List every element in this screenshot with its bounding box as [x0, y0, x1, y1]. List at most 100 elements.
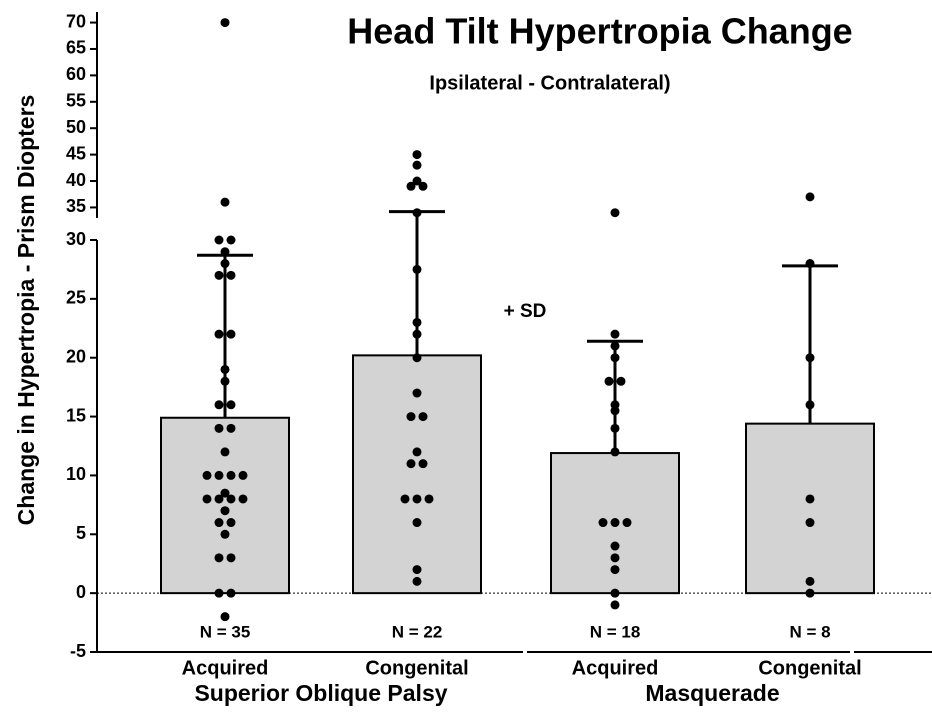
data-point: [226, 235, 236, 245]
data-point: [214, 423, 224, 433]
data-point: [604, 376, 614, 386]
data-point: [412, 208, 422, 218]
data-point: [226, 470, 236, 480]
chart-title: Head Tilt Hypertropia Change: [347, 11, 852, 52]
data-point: [610, 406, 620, 416]
y-tick-label: 20: [66, 346, 86, 366]
data-point: [412, 576, 422, 586]
n-label: N = 18: [590, 622, 641, 641]
data-point: [226, 588, 236, 598]
data-point: [226, 553, 236, 563]
data-point: [610, 341, 620, 351]
data-point: [418, 459, 428, 469]
data-point: [805, 494, 815, 504]
data-point: [226, 329, 236, 339]
data-point: [412, 150, 422, 160]
data-point: [214, 553, 224, 563]
data-point: [412, 565, 422, 575]
data-point: [610, 353, 620, 363]
data-point: [214, 518, 224, 528]
y-tick-label: 5: [76, 523, 86, 543]
data-point: [220, 376, 230, 386]
y-tick-label: 40: [66, 170, 86, 190]
data-point: [412, 494, 422, 504]
data-point: [805, 259, 815, 269]
data-point: [412, 447, 422, 457]
data-point: [226, 423, 236, 433]
data-point: [226, 400, 236, 410]
data-point: [202, 470, 212, 480]
data-point: [805, 400, 815, 410]
y-tick-label: 70: [66, 11, 86, 31]
data-point: [598, 518, 608, 528]
data-point: [214, 400, 224, 410]
data-point: [805, 353, 815, 363]
data-point: [610, 541, 620, 551]
data-point: [220, 529, 230, 539]
data-point: [610, 553, 620, 563]
data-point: [214, 494, 224, 504]
data-point: [214, 470, 224, 480]
y-tick-label: 0: [76, 582, 86, 602]
data-point: [412, 264, 422, 274]
x-tick-label: Congenital: [365, 657, 468, 679]
data-point: [214, 270, 224, 280]
data-point: [406, 459, 416, 469]
n-label: N = 8: [789, 622, 830, 641]
data-point: [238, 494, 248, 504]
data-point: [220, 506, 230, 516]
data-point: [214, 329, 224, 339]
data-point: [412, 160, 422, 170]
data-point: [214, 588, 224, 598]
y-tick-label: 45: [66, 143, 86, 163]
data-point: [805, 576, 815, 586]
n-label: N = 22: [392, 622, 443, 641]
data-point: [220, 18, 230, 28]
data-point: [610, 600, 620, 610]
y-tick-label: 25: [66, 288, 86, 308]
data-point: [406, 412, 416, 422]
y-tick-label: 55: [66, 91, 86, 111]
y-tick-label: 50: [66, 117, 86, 137]
group-label: Superior Oblique Palsy: [194, 680, 447, 706]
data-point: [805, 192, 815, 202]
y-tick-label: 65: [66, 38, 86, 58]
data-point: [412, 353, 422, 363]
data-point: [418, 412, 428, 422]
data-point: [406, 181, 416, 191]
data-point: [610, 423, 620, 433]
group-label: Masquerade: [645, 680, 779, 706]
x-tick-label: Congenital: [758, 657, 861, 679]
data-point: [220, 197, 230, 207]
data-point: [220, 364, 230, 374]
y-tick-label: -5: [70, 641, 86, 661]
data-point: [400, 494, 410, 504]
data-point: [418, 181, 428, 191]
n-label: N = 35: [200, 622, 251, 641]
data-point: [238, 470, 248, 480]
y-tick-label: 10: [66, 464, 86, 484]
data-point: [424, 494, 434, 504]
data-point: [226, 494, 236, 504]
data-point: [610, 208, 620, 218]
data-point: [616, 376, 626, 386]
data-point: [622, 518, 632, 528]
data-point: [220, 247, 230, 257]
y-tick-label: 30: [66, 229, 86, 249]
chart-subtitle: Ipsilateral - Contralateral): [429, 72, 670, 94]
data-point: [805, 588, 815, 598]
data-point: [412, 329, 422, 339]
data-point: [610, 329, 620, 339]
data-point: [412, 388, 422, 398]
data-point: [202, 494, 212, 504]
data-point: [412, 518, 422, 528]
annotation: + SD: [504, 301, 547, 322]
data-point: [610, 565, 620, 575]
x-tick-label: Acquired: [182, 657, 269, 679]
data-point: [214, 235, 224, 245]
data-point: [226, 518, 236, 528]
y-tick-label: 35: [66, 196, 86, 216]
y-tick-label: 15: [66, 405, 86, 425]
data-point: [220, 612, 230, 622]
